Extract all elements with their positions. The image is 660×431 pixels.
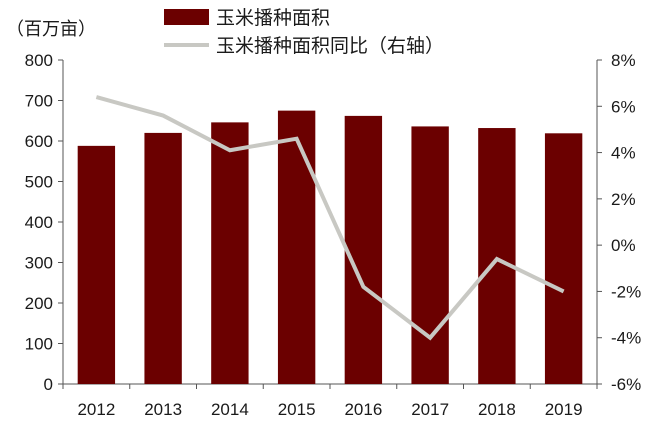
yoy-line	[95, 95, 565, 341]
x-tick-label: 2014	[211, 400, 249, 419]
bars-layer	[77, 110, 583, 385]
right-tick-label: 2%	[611, 190, 636, 209]
line-layer	[95, 95, 565, 341]
legend-swatch-bar	[164, 9, 209, 25]
x-tick-label: 2013	[144, 400, 182, 419]
right-tick-label: -6%	[611, 375, 641, 394]
left-tick-label: 0	[44, 375, 53, 394]
left-tick-label: 700	[25, 92, 53, 111]
bar	[211, 122, 249, 385]
right-tick-label: 8%	[611, 51, 636, 70]
x-tick-label: 2012	[77, 400, 115, 419]
left-tick-label: 200	[25, 294, 53, 313]
left-tick-label: 400	[25, 213, 53, 232]
x-tick-label: 2015	[278, 400, 316, 419]
bar	[478, 128, 516, 384]
x-tick-label: 2017	[411, 400, 449, 419]
bar	[544, 133, 583, 384]
right-tick-label: 6%	[611, 97, 636, 116]
left-tick-label: 800	[25, 51, 53, 70]
left-tick-label: 500	[25, 173, 53, 192]
x-tick-label: 2016	[344, 400, 382, 419]
legend-label-bar: 玉米播种面积	[216, 7, 330, 29]
right-tick-label: 0%	[611, 236, 636, 255]
bar	[277, 110, 316, 384]
left-axis-unit-label: （百万亩）	[6, 19, 96, 40]
left-tick-label: 100	[25, 335, 53, 354]
bar	[411, 126, 449, 385]
bar	[77, 145, 116, 384]
bar	[144, 132, 182, 384]
left-tick-label: 600	[25, 132, 53, 151]
x-tick-label: 2018	[478, 400, 516, 419]
tick-labels-layer: 0 100 200 300 400 500 600 700 800 -6% -4% -2% 0% 2% 4%…	[6, 19, 641, 419]
legend-label-line: 玉米播种面积同比（右轴）	[216, 35, 444, 57]
right-tick-label: 4%	[611, 144, 636, 163]
right-tick-label: -2%	[611, 282, 641, 301]
left-tick-label: 300	[25, 254, 53, 273]
right-tick-label: -4%	[611, 329, 641, 348]
bar	[344, 115, 383, 384]
x-tick-label: 2019	[545, 400, 583, 419]
